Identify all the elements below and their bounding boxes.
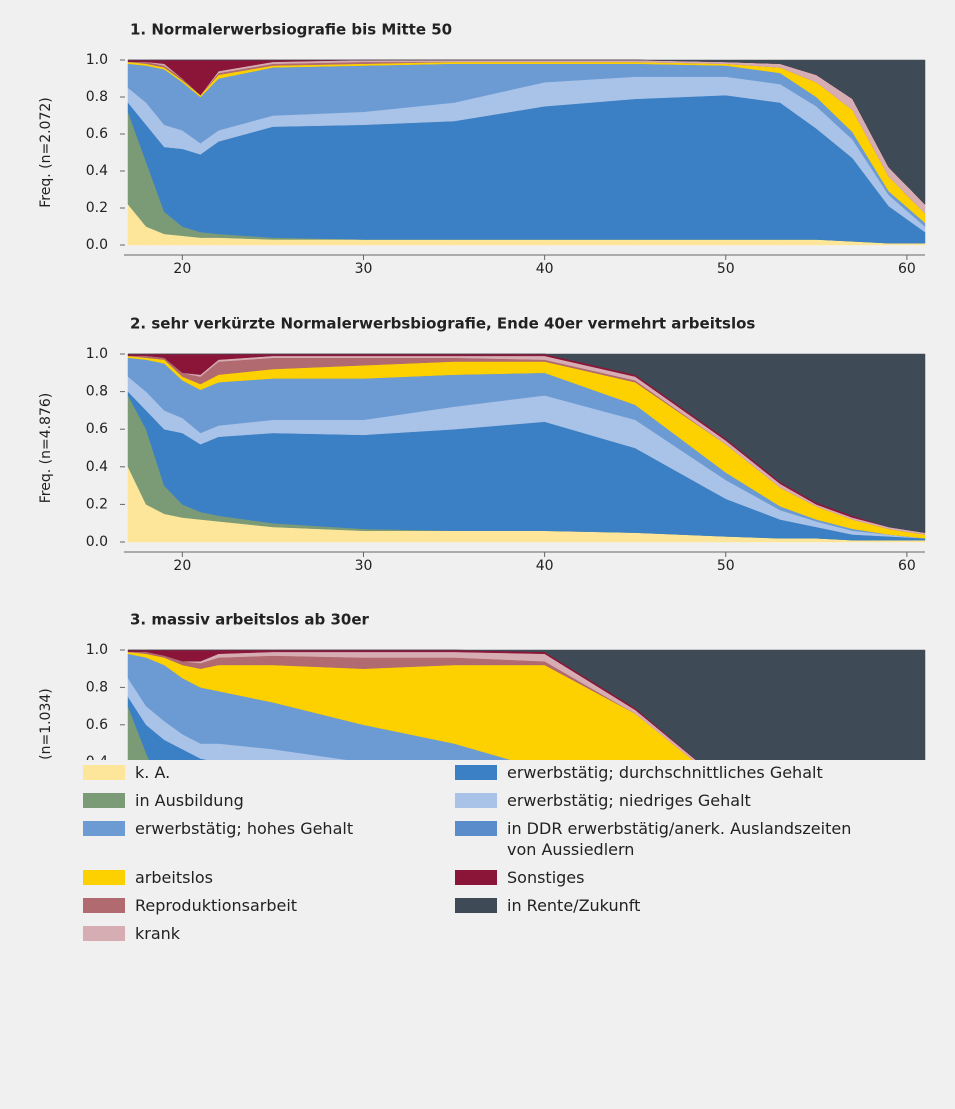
- legend-label: krank: [135, 924, 181, 943]
- y-tick-label: 0.0: [86, 237, 108, 253]
- y-tick-label: 0.6: [86, 717, 108, 733]
- y-tick-label: 0.8: [86, 89, 108, 105]
- legend-label: erwerbstätig; durchschnittliches Gehalt: [507, 763, 823, 782]
- area-segment: [128, 649, 926, 760]
- y-axis-label: Freq. (n=2.072): [38, 97, 54, 208]
- x-tick-label: 20: [173, 558, 191, 574]
- legend-swatch: [83, 765, 125, 780]
- x-tick-label: 60: [898, 558, 916, 574]
- y-tick-label: 0.6: [86, 126, 108, 142]
- area-segment: [127, 695, 210, 760]
- legend-label: in Ausbildung: [135, 791, 244, 810]
- y-tick-label: 0.8: [86, 679, 108, 695]
- plot: [127, 649, 926, 760]
- legend-label: Sonstiges: [507, 868, 585, 887]
- y-axis-label: Freq. (n=1.034): [38, 688, 54, 760]
- legend: k. A. erwerbstätig; durchschnittliches Ge…: [83, 762, 943, 944]
- legend-swatch: [455, 821, 497, 836]
- area-segment: [127, 706, 150, 760]
- chart-title: 1. Normalerwerbsiografie bis Mitte 50: [130, 21, 452, 39]
- plot: [127, 353, 926, 543]
- legend-item: in Rente/Zukunft: [455, 895, 875, 916]
- legend-label: k. A.: [135, 763, 171, 782]
- y-tick-label: 0.4: [86, 163, 108, 179]
- legend-label: erwerbstätig; hohes Gehalt: [135, 819, 354, 838]
- y-tick-label: 0.4: [86, 754, 108, 760]
- legend-item: in Ausbildung: [83, 790, 455, 811]
- x-tick-label: 20: [173, 261, 191, 277]
- x-tick-label: 30: [355, 558, 373, 574]
- legend-item: erwerbstätig; durchschnittliches Gehalt: [455, 762, 875, 783]
- y-tick-label: 0.2: [86, 200, 108, 216]
- legend-item: in DDR erwerbstätig/anerk. Auslandszeite…: [455, 818, 875, 860]
- x-tick-label: 50: [717, 261, 735, 277]
- legend-label: in Rente/Zukunft: [507, 896, 641, 915]
- legend-swatch: [83, 821, 125, 836]
- legend-item: Sonstiges: [455, 867, 875, 888]
- y-tick-label: 1.0: [86, 52, 108, 68]
- legend-swatch: [83, 926, 125, 941]
- y-tick-label: 0.8: [86, 384, 108, 400]
- x-tick-label: 50: [717, 558, 735, 574]
- x-tick-label: 40: [536, 558, 554, 574]
- legend-label: erwerbstätig; niedriges Gehalt: [507, 791, 751, 810]
- chart-title: 2. sehr verkürzte Normalerwerbsbiografie…: [130, 315, 755, 333]
- plot: [127, 59, 926, 246]
- legend-swatch: [455, 765, 497, 780]
- legend-item: krank: [83, 923, 455, 944]
- y-tick-label: 0.2: [86, 496, 108, 512]
- legend-item: k. A.: [83, 762, 455, 783]
- charts: 1. Normalerwerbsiografie bis Mitte 50 Fre…: [38, 21, 926, 760]
- y-tick-label: 0.6: [86, 421, 108, 437]
- y-axis-label: Freq. (n=4.876): [38, 393, 54, 504]
- legend-item: erwerbstätig; hohes Gehalt: [83, 818, 455, 860]
- y-tick-label: 0.4: [86, 459, 108, 475]
- area-segment: [128, 59, 926, 205]
- legend-item: arbeitslos: [83, 867, 455, 888]
- legend-swatch: [455, 870, 497, 885]
- x-tick-label: 30: [355, 261, 373, 277]
- x-tick-label: 40: [536, 261, 554, 277]
- legend-swatch: [455, 793, 497, 808]
- y-tick-label: 1.0: [86, 642, 108, 658]
- x-tick-label: 60: [898, 261, 916, 277]
- area-segment: [128, 353, 926, 533]
- legend-item: erwerbstätig; niedriges Gehalt: [455, 790, 875, 811]
- y-tick-label: 0.0: [86, 534, 108, 550]
- legend-swatch: [83, 793, 125, 808]
- legend-swatch: [455, 898, 497, 913]
- legend-swatch: [83, 870, 125, 885]
- legend-swatch: [83, 898, 125, 913]
- y-tick-label: 1.0: [86, 346, 108, 362]
- legend-label: arbeitslos: [135, 868, 214, 887]
- legend-label: Reproduktionsarbeit: [135, 896, 298, 915]
- legend-label: in DDR erwerbstätig/anerk. Auslandszeite…: [507, 819, 852, 859]
- chart-title: 3. massiv arbeitslos ab 30er: [130, 611, 370, 629]
- legend-item: Reproduktionsarbeit: [83, 895, 455, 916]
